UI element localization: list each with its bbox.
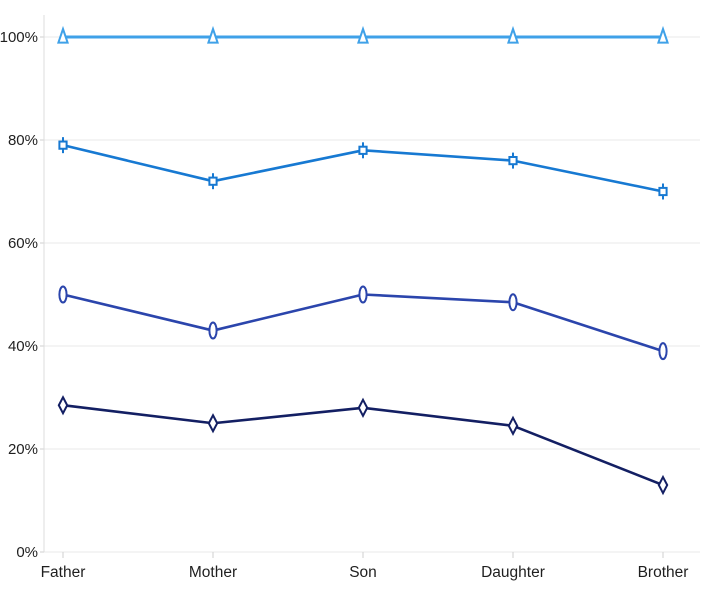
data-point-marker — [508, 156, 518, 166]
data-point-marker — [357, 25, 369, 44]
data-point-marker — [58, 140, 68, 150]
data-point-marker — [658, 186, 668, 197]
data-point-marker — [658, 342, 668, 361]
y-axis-label: 20% — [8, 441, 38, 458]
data-point-marker — [57, 395, 69, 416]
data-point-marker — [507, 25, 519, 44]
x-axis-label: Daughter — [481, 564, 545, 581]
data-point-marker — [508, 293, 518, 312]
data-point-marker — [208, 176, 218, 186]
data-point-marker — [207, 413, 219, 434]
data-point-marker — [208, 321, 218, 340]
data-point-marker — [207, 25, 219, 44]
data-point-marker — [57, 25, 69, 44]
y-axis-label: 0% — [16, 544, 38, 561]
y-axis-label: 80% — [8, 132, 38, 149]
y-axis-label: 40% — [8, 338, 38, 355]
data-point-marker — [657, 474, 669, 496]
y-axis-label: 100% — [0, 29, 38, 46]
data-point-marker — [657, 25, 669, 44]
y-axis-label: 60% — [8, 235, 38, 252]
data-point-marker — [507, 415, 519, 436]
data-point-marker — [358, 145, 368, 155]
data-point-marker — [358, 285, 368, 304]
data-point-marker — [58, 285, 68, 304]
x-axis-label: Father — [41, 564, 86, 581]
x-axis-label: Brother — [638, 564, 689, 581]
x-axis-label: Son — [349, 564, 377, 581]
x-axis-label: Mother — [189, 564, 237, 581]
data-point-marker — [357, 397, 369, 418]
